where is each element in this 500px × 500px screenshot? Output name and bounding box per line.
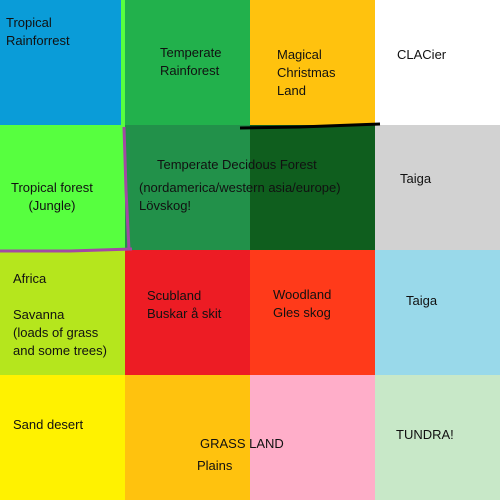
tropical-forest-cell: Tropical forest (Jungle) xyxy=(0,125,125,250)
sand-desert-cell: Sand desert xyxy=(0,375,125,500)
temperate-decidous-forest-regions: (nordamerica/western asia/europe) xyxy=(139,180,341,195)
taiga-top-label: Taiga xyxy=(400,171,432,186)
taiga-bottom-label: Taiga xyxy=(406,293,438,308)
grassland-left-cell xyxy=(125,375,250,500)
grassland-sublabel: Plains xyxy=(197,458,233,473)
taiga-top-cell: Taiga xyxy=(375,125,500,250)
magical-christmas-land-cell: Magical Christmas Land xyxy=(250,0,375,125)
grassland-label: GRASS LAND xyxy=(200,436,284,451)
magical-christmas-land-label: Magical Christmas Land xyxy=(277,47,336,98)
green-vertical-stroke xyxy=(121,0,125,128)
scubland-cell: Scubland Buskar å skit xyxy=(125,250,250,375)
scubland-label: Scubland Buskar å skit xyxy=(147,288,222,321)
temperate-rainforest-cell: Temperate Rainforest xyxy=(125,0,250,125)
tundra-label: TUNDRA! xyxy=(396,427,454,442)
temperate-decidous-forest-right-cell xyxy=(250,125,375,250)
temperate-decidous-forest-title: Temperate Decidous Forest xyxy=(157,157,317,172)
taiga-bottom-cell: Taiga xyxy=(375,250,500,375)
glacier-label: CLACier xyxy=(397,47,447,62)
savanna-label: Africa Savanna (loads of grass and some … xyxy=(13,271,107,358)
tundra-cell: TUNDRA! xyxy=(375,375,500,500)
woodland-cell: Woodland Gles skog xyxy=(250,250,375,375)
tropical-rainforest-cell: Tropical Rainforrest xyxy=(0,0,125,125)
temperate-rainforest-label: Temperate Rainforest xyxy=(160,45,222,78)
temperate-decidous-forest-left-cell xyxy=(125,125,250,250)
temperate-decidous-forest-swedish: Lövskog! xyxy=(139,198,192,213)
woodland-label: Woodland Gles skog xyxy=(273,287,332,320)
tropical-forest-label: Tropical forest (Jungle) xyxy=(11,180,93,213)
glacier-cell: CLACier xyxy=(375,0,500,125)
tropical-rainforest-label: Tropical Rainforrest xyxy=(6,15,70,48)
sand-desert-label: Sand desert xyxy=(13,417,84,432)
grassland-right-cell xyxy=(250,375,375,500)
savanna-cell: Africa Savanna (loads of grass and some … xyxy=(0,250,125,375)
